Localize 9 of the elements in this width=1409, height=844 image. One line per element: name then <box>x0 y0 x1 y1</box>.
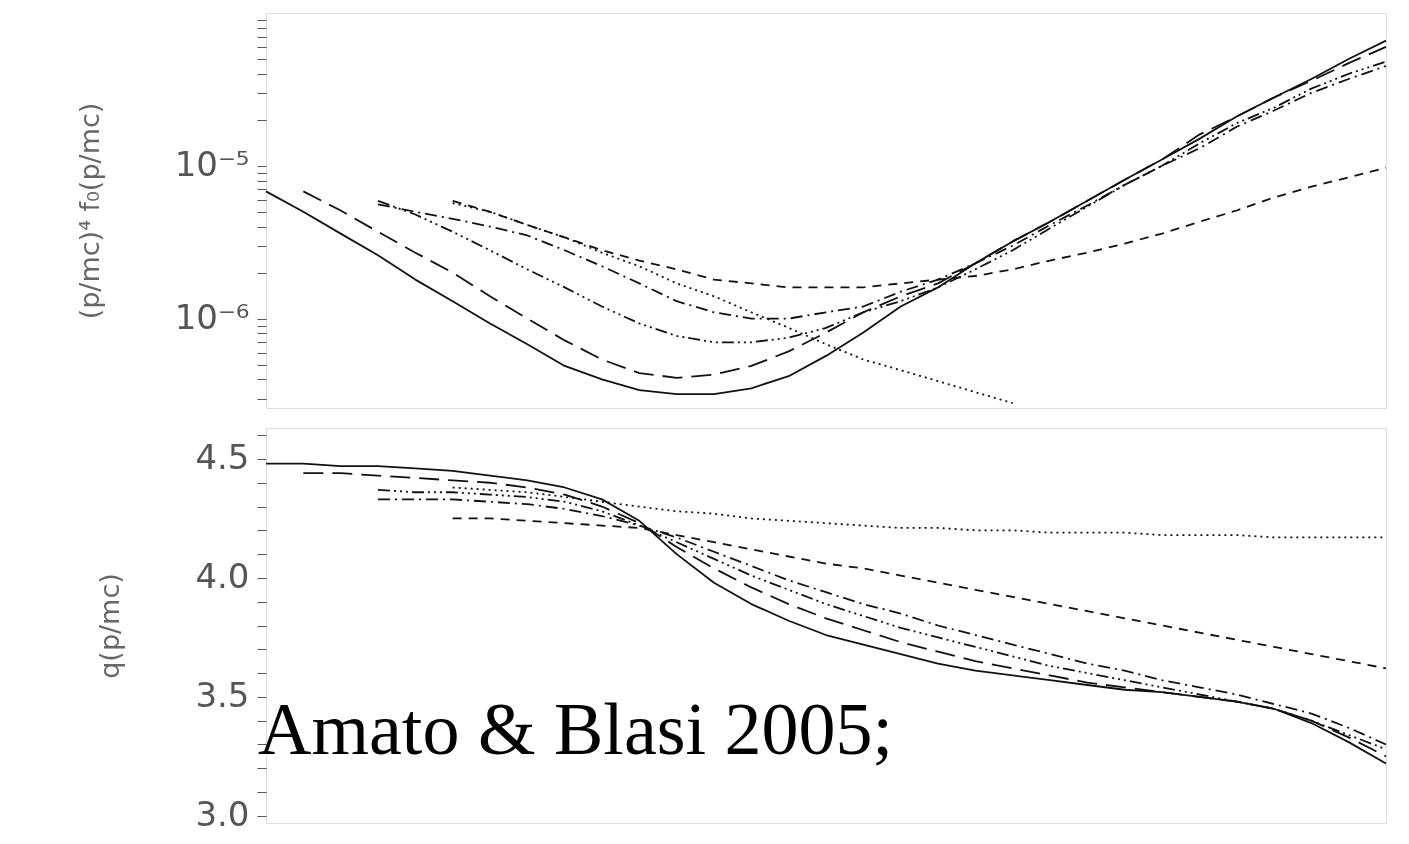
y-tick-label: 4.0 <box>195 556 250 597</box>
annotation: Amato & Blasi 2005; <box>258 688 894 771</box>
y-tick-label: 4.5 <box>195 437 250 478</box>
y-axis-title: q(p/mc) <box>94 573 126 679</box>
y-axis-title: (p/mc)⁴ f₀(p/mc) <box>73 102 105 320</box>
y-tick-label: 3.5 <box>195 675 250 716</box>
y-tick-label: 10⁻⁶ <box>174 297 250 338</box>
y-tick-label: 10⁻⁵ <box>174 144 250 185</box>
y-tick-label: 3.0 <box>195 794 250 835</box>
